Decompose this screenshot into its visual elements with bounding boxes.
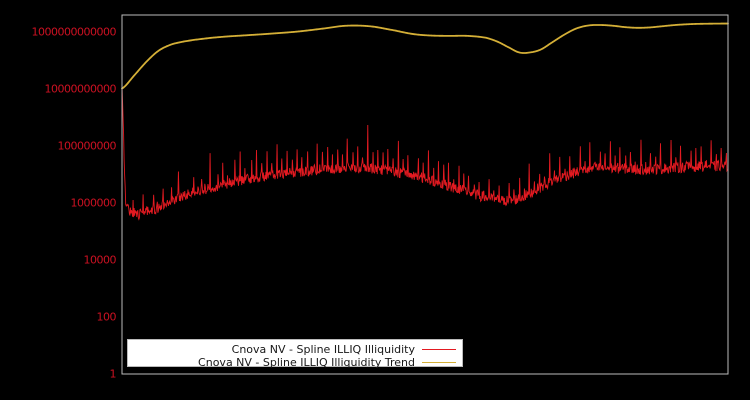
y-axis-tick-label: 1000000: [70, 196, 117, 210]
series-line-illiquidity-trend: [121, 22, 729, 90]
y-axis-tick-label: 100000000: [57, 139, 117, 153]
legend-swatch-illiquidity-trend: [422, 362, 456, 363]
chart-legend: Cnova NV - Spline ILLIQ Illiquidity Cnov…: [127, 339, 463, 369]
legend-label-illiquidity-trend: Cnova NV - Spline ILLIQ Illiquidity Tren…: [198, 355, 415, 369]
y-axis-tick-label: 1: [109, 367, 117, 381]
plot-frame: [121, 14, 729, 375]
y-axis-tick-label: 1000000000000: [31, 25, 117, 39]
series-layer: [121, 22, 729, 221]
y-axis-tick-label: 10000: [83, 253, 117, 267]
legend-entry-illiquidity-trend: Cnova NV - Spline ILLIQ Illiquidity Tren…: [134, 356, 456, 369]
y-axis-tick-label: 10000000000: [44, 82, 117, 96]
legend-label-illiquidity: Cnova NV - Spline ILLIQ Illiquidity: [231, 342, 415, 356]
series-line-illiquidity: [121, 85, 729, 221]
plot-background: [122, 15, 728, 374]
legend-entry-illiquidity: Cnova NV - Spline ILLIQ Illiquidity: [134, 343, 456, 356]
legend-swatch-illiquidity: [422, 349, 456, 350]
y-axis-tick-label: 100: [96, 310, 117, 324]
